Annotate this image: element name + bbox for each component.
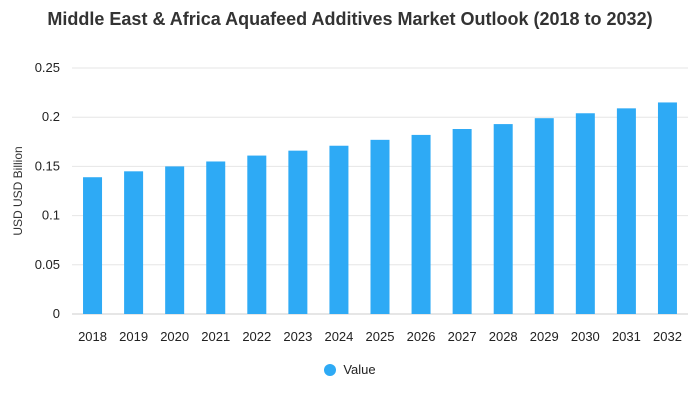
x-tick-label: 2025 [366, 329, 395, 344]
bar-2022[interactable] [247, 155, 267, 314]
x-tick-label: 2029 [530, 329, 559, 344]
bar-2030[interactable] [575, 113, 595, 314]
bar-2032[interactable] [657, 102, 677, 314]
y-axis-title: USD USD Billion [11, 146, 25, 235]
y-tick-label: 0.2 [42, 109, 60, 124]
bar-2026[interactable] [411, 134, 431, 314]
x-tick-label: 2018 [78, 329, 107, 344]
bar-2027[interactable] [452, 129, 472, 314]
x-tick-label: 2026 [407, 329, 436, 344]
x-tick-label: 2030 [571, 329, 600, 344]
x-tick-label: 2031 [612, 329, 641, 344]
x-tick-label: 2027 [448, 329, 477, 344]
x-tick-label: 2020 [160, 329, 189, 344]
y-tick-label: 0.05 [35, 257, 60, 272]
legend: Value [0, 362, 700, 377]
bar-2028[interactable] [493, 124, 513, 314]
x-tick-label: 2024 [324, 329, 353, 344]
x-tick-label: 2032 [653, 329, 682, 344]
chart-title: Middle East & Africa Aquafeed Additives … [47, 9, 653, 29]
bar-2024[interactable] [329, 145, 349, 314]
y-tick-label: 0.1 [42, 208, 60, 223]
x-tick-label: 2021 [201, 329, 230, 344]
bar-2019[interactable] [124, 171, 144, 314]
x-tick-label: 2023 [283, 329, 312, 344]
legend-marker-icon [324, 363, 337, 376]
bar-2018[interactable] [83, 177, 103, 314]
y-tick-label: 0.25 [35, 60, 60, 75]
bar-2020[interactable] [165, 166, 185, 314]
y-tick-label: 0.15 [35, 158, 60, 173]
bar-2029[interactable] [534, 118, 554, 315]
legend-item-value[interactable]: Value [324, 362, 376, 377]
y-axis-ticks: 0 0.05 0.1 0.15 0.2 0.25 [35, 60, 60, 321]
x-tick-label: 2022 [242, 329, 271, 344]
x-tick-label: 2019 [119, 329, 148, 344]
y-tick-label: 0 [53, 306, 60, 321]
bar-2031[interactable] [616, 108, 636, 315]
bars [83, 102, 677, 315]
legend-label: Value [343, 362, 376, 377]
bar-2021[interactable] [206, 161, 226, 314]
x-axis-ticks: 2018 2019 2020 2021 2022 2023 2024 2025 2026 2027… [78, 329, 682, 344]
bar-2025[interactable] [370, 139, 390, 314]
bar-2023[interactable] [288, 150, 308, 314]
x-tick-label: 2028 [489, 329, 518, 344]
